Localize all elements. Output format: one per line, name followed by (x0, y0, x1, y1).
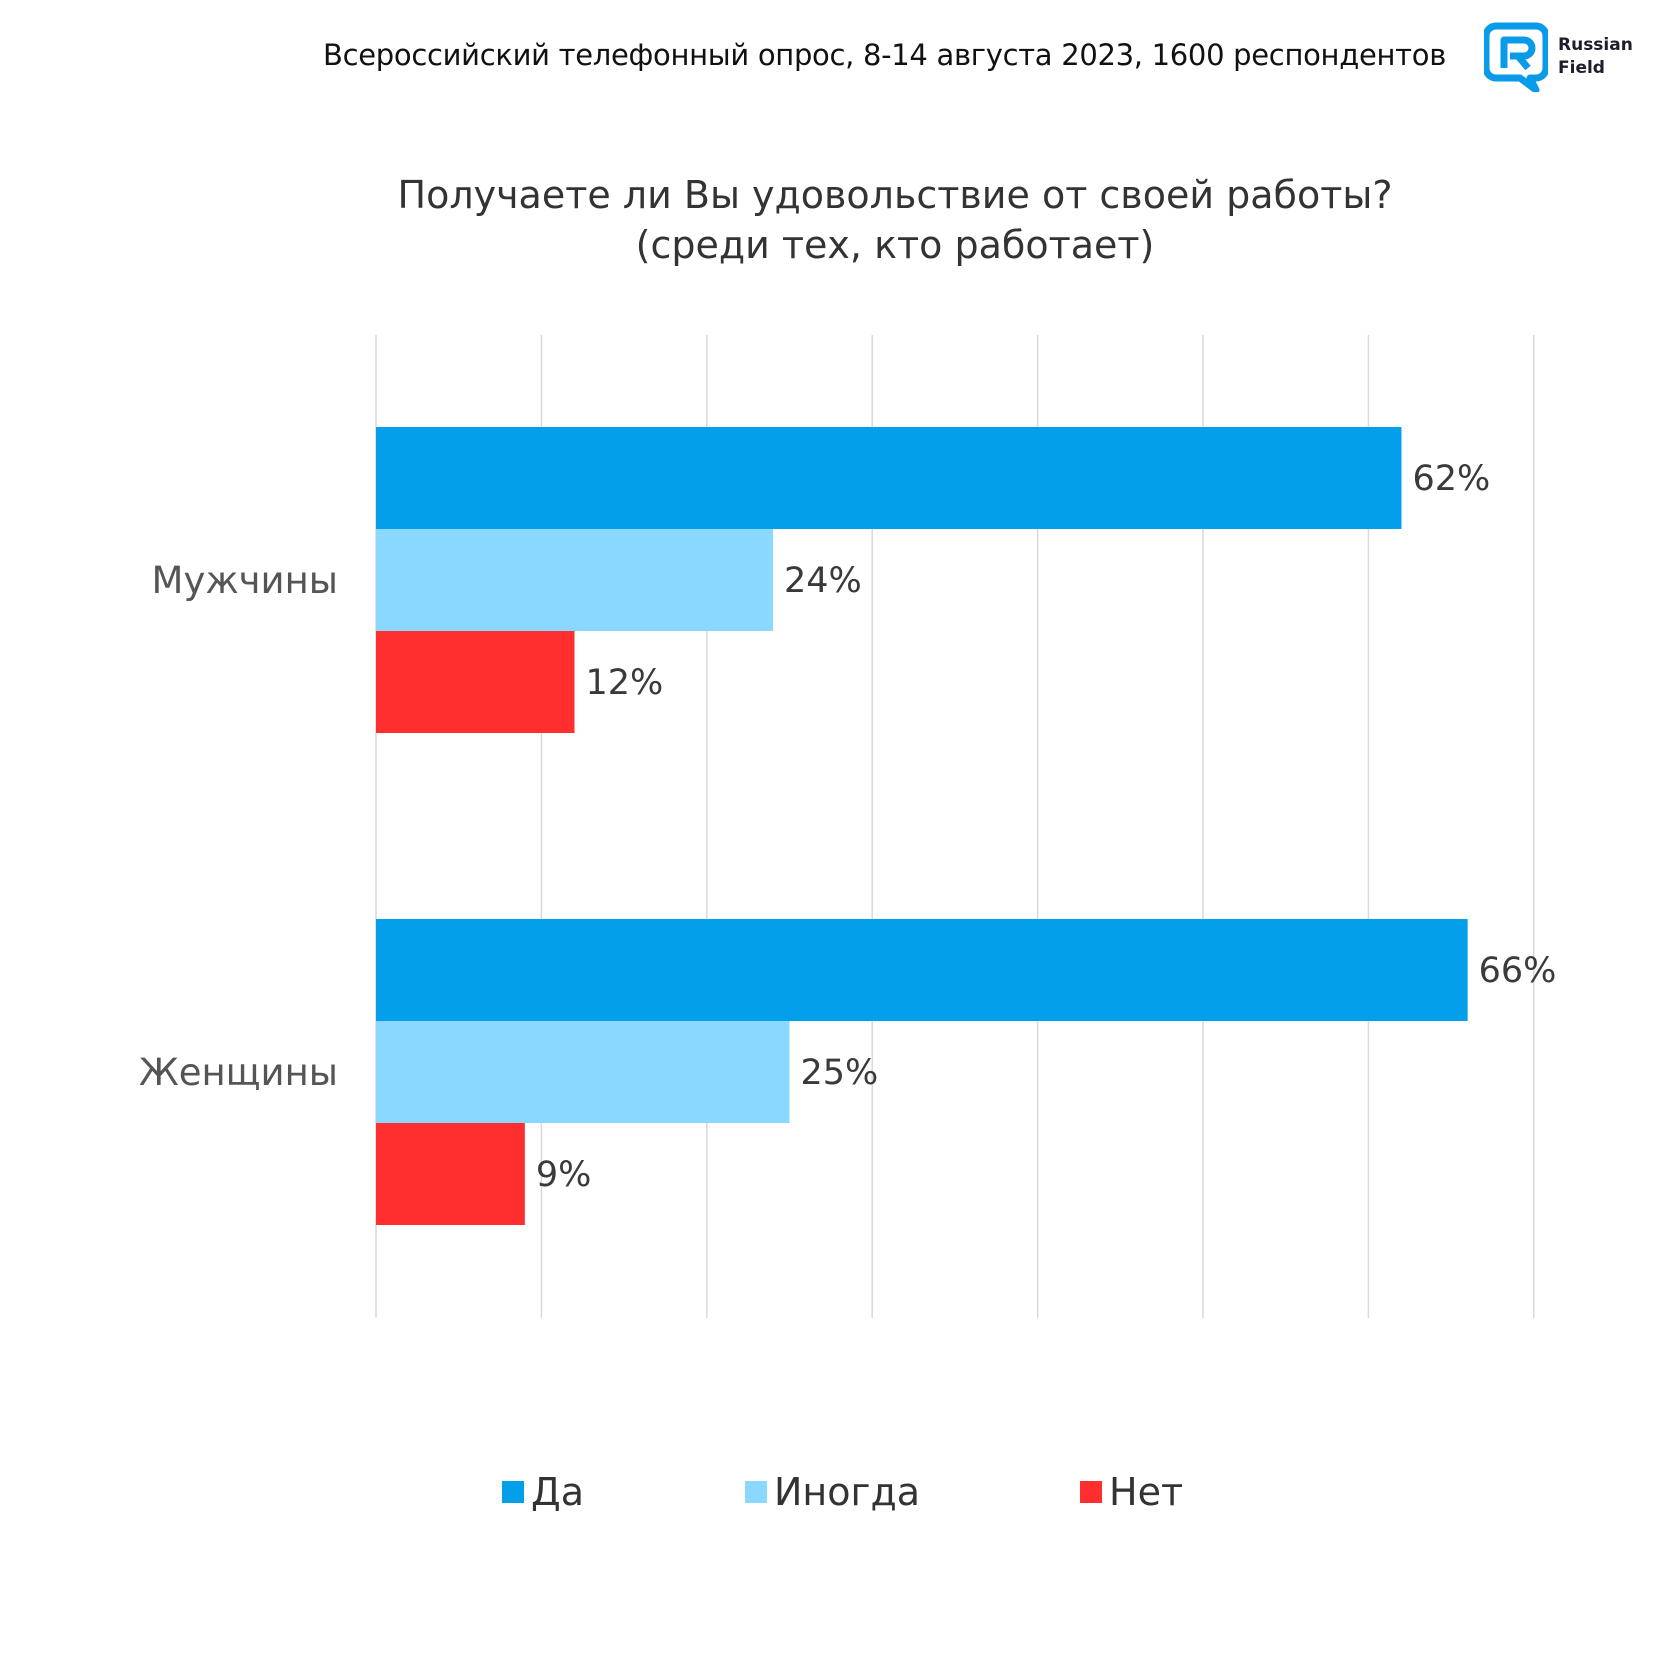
legend-swatch-yes (502, 1481, 524, 1503)
legend-label-sometimes: Иногда (774, 1470, 921, 1514)
chart-title-block: Получаете ли Вы удовольствие от своей ра… (0, 170, 1680, 270)
value-label-women-no: 9% (536, 1155, 592, 1195)
legend-swatch-sometimes (745, 1481, 767, 1503)
bar-women-yes (376, 919, 1468, 1021)
legend-item-sometimes: Иногда (745, 1470, 920, 1514)
bar-women-no (376, 1123, 525, 1225)
bar-women-sometimes (376, 1021, 790, 1123)
chart-subtitle: (среди тех, кто работает) (635, 223, 1155, 267)
logo-text-line2: Field (1558, 58, 1605, 78)
legend-item-yes: Да (502, 1470, 584, 1514)
value-label-men-no: 12% (585, 663, 663, 703)
legend-label-no: Нет (1109, 1470, 1184, 1514)
russian-field-logo: Russian Field (1484, 22, 1664, 92)
value-labels: 62% 24% 12% 66% 25% 9% (536, 459, 1557, 1195)
russian-field-logo-icon (1484, 22, 1548, 92)
survey-info: Всероссийский телефонный опрос, 8-14 авг… (323, 38, 1446, 72)
value-label-men-yes: 62% (1412, 459, 1490, 499)
bar-men-yes (376, 427, 1402, 529)
bars (376, 427, 1468, 1225)
legend-swatch-no (1080, 1481, 1102, 1503)
value-label-women-sometimes: 25% (801, 1053, 879, 1093)
category-labels: Мужчины Женщины (139, 559, 338, 1094)
category-label-men: Мужчины (152, 559, 338, 602)
legend: Да Иногда Нет (0, 1470, 1680, 1530)
logo-text: Russian Field (1558, 34, 1633, 80)
legend-item-no: Нет (1080, 1470, 1183, 1514)
bar-men-sometimes (376, 529, 773, 631)
category-label-women: Женщины (139, 1051, 338, 1094)
value-label-women-yes: 66% (1479, 951, 1557, 991)
bar-men-no (376, 631, 575, 733)
value-label-men-sometimes: 24% (784, 561, 862, 601)
bar-chart: 62% 24% 12% 66% 25% 9% Мужчины Женщины (139, 335, 1557, 1318)
legend-label-yes: Да (531, 1470, 584, 1514)
logo-text-line1: Russian (1558, 35, 1633, 55)
chart-title: Получаете ли Вы удовольствие от своей ра… (397, 173, 1393, 217)
